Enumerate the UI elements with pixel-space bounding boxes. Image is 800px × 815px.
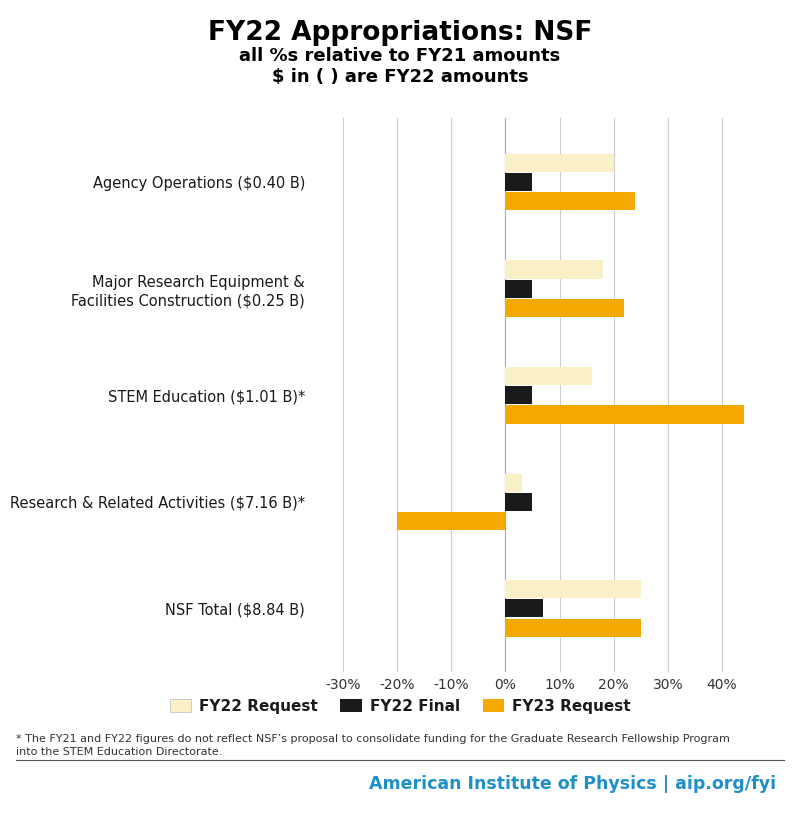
Bar xyxy=(506,474,522,491)
Bar xyxy=(506,299,625,317)
Text: $ in ( ) are FY22 amounts: $ in ( ) are FY22 amounts xyxy=(272,68,528,86)
Bar xyxy=(506,280,533,297)
Bar xyxy=(506,599,543,618)
Bar xyxy=(506,173,533,192)
Bar xyxy=(397,512,506,530)
Bar xyxy=(506,261,603,279)
Bar xyxy=(506,580,641,598)
Legend: FY22 Request, FY22 Final, FY23 Request: FY22 Request, FY22 Final, FY23 Request xyxy=(170,698,630,714)
Text: * The FY21 and FY22 figures do not reflect NSF’s proposal to consolidate funding: * The FY21 and FY22 figures do not refle… xyxy=(16,734,730,756)
Bar xyxy=(506,405,743,424)
Bar xyxy=(506,192,635,210)
Text: FY22 Appropriations: NSF: FY22 Appropriations: NSF xyxy=(208,20,592,46)
Bar xyxy=(506,154,614,172)
Text: American Institute of Physics | aip.org/fyi: American Institute of Physics | aip.org/… xyxy=(369,775,776,793)
Bar xyxy=(506,493,533,511)
Bar xyxy=(506,619,641,637)
Text: all %s relative to FY21 amounts: all %s relative to FY21 amounts xyxy=(239,47,561,65)
Bar xyxy=(506,367,592,385)
Bar xyxy=(506,386,533,404)
